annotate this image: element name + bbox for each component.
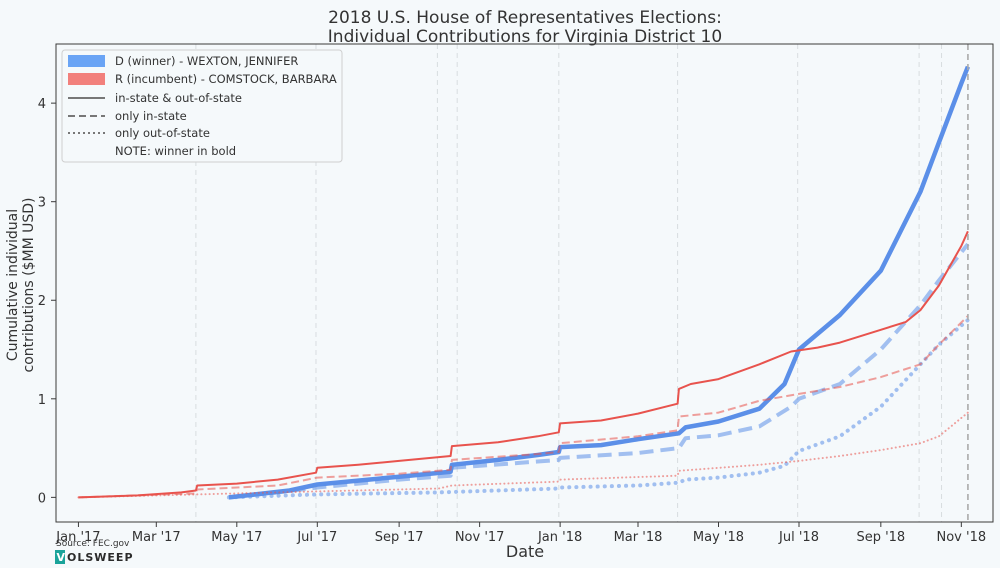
legend-swatch-republican: [68, 73, 105, 85]
legend-label-republican: R (incumbent) - COMSTOCK, BARBARA: [115, 72, 337, 86]
x-tick-label-5: Nov '17: [455, 530, 505, 545]
series-r-dashed-line: [78, 315, 969, 499]
series-r-dotted-line: [77, 411, 969, 499]
y-tick-label-0: 0: [38, 491, 46, 506]
y-tick-label-4: 4: [38, 97, 46, 112]
x-tick-label-10: Sep '18: [856, 530, 905, 545]
legend-box: [61, 49, 343, 163]
plot-frame: [55, 43, 994, 523]
y-axis-label-line2: contributions ($MM USD): [21, 198, 37, 373]
y-tick-label-2: 2: [38, 294, 46, 309]
x-tick-label-6: Jan '18: [537, 530, 582, 545]
brand-logo: V OLSWEEP: [55, 550, 134, 564]
brand-logo-mark: V: [57, 551, 67, 564]
legend-label-democrat: D (winner) - WEXTON, JENNIFER: [115, 54, 298, 68]
brand-logo-text: OLSWEEP: [67, 551, 134, 564]
chart-title-line1: 2018 U.S. House of Representatives Elect…: [328, 8, 722, 28]
series-d-dashed-line: [228, 242, 970, 500]
y-tick-label-3: 3: [38, 196, 46, 211]
x-tick-label-11: Nov '18: [937, 530, 987, 545]
chart-title-line2: Individual Contributions for Virginia Di…: [328, 27, 722, 47]
y-axis-label: Cumulative individual contributions ($MM…: [5, 198, 37, 373]
x-axis-ticks: Jan '17 Mar '17 May '17 Jul '17 Sep '17 Nov '…: [55, 522, 986, 545]
legend-swatch-democrat: [68, 55, 105, 67]
series-group: [77, 65, 970, 500]
vertical-gridlines: [195, 44, 943, 522]
x-axis-label: Date: [506, 542, 544, 561]
legend-label-dotted: only out-of-state: [115, 126, 210, 140]
y-tick-label-1: 1: [38, 393, 46, 408]
source-note: Source: FEC.gov: [56, 539, 130, 549]
series-d-dotted-line: [226, 318, 970, 500]
x-tick-label-7: Mar '18: [614, 530, 663, 545]
series-d-solid-line: [228, 65, 970, 500]
x-tick-label-4: Sep '17: [375, 530, 424, 545]
x-tick-label-2: May '17: [211, 530, 262, 545]
x-tick-label-9: Jul '18: [778, 530, 819, 545]
x-tick-label-0: Jan '17: [55, 530, 100, 545]
x-tick-label-3: Jul '17: [296, 530, 337, 545]
x-tick-label-8: May '18: [693, 530, 744, 545]
legend-label-solid: in-state & out-of-state: [115, 91, 242, 105]
legend-note: NOTE: winner in bold: [115, 144, 236, 158]
legend: D (winner) - WEXTON, JENNIFER R (incumbe…: [61, 49, 343, 163]
x-tick-label-1: Mar '17: [132, 530, 181, 545]
brand-logo-mark-bg: [55, 550, 65, 564]
y-axis-label-line1: Cumulative individual: [5, 209, 21, 361]
legend-label-dashed: only in-state: [115, 109, 187, 123]
y-axis-ticks: 0 1 2 3 4: [38, 97, 56, 506]
series-r-solid-line: [78, 230, 969, 499]
